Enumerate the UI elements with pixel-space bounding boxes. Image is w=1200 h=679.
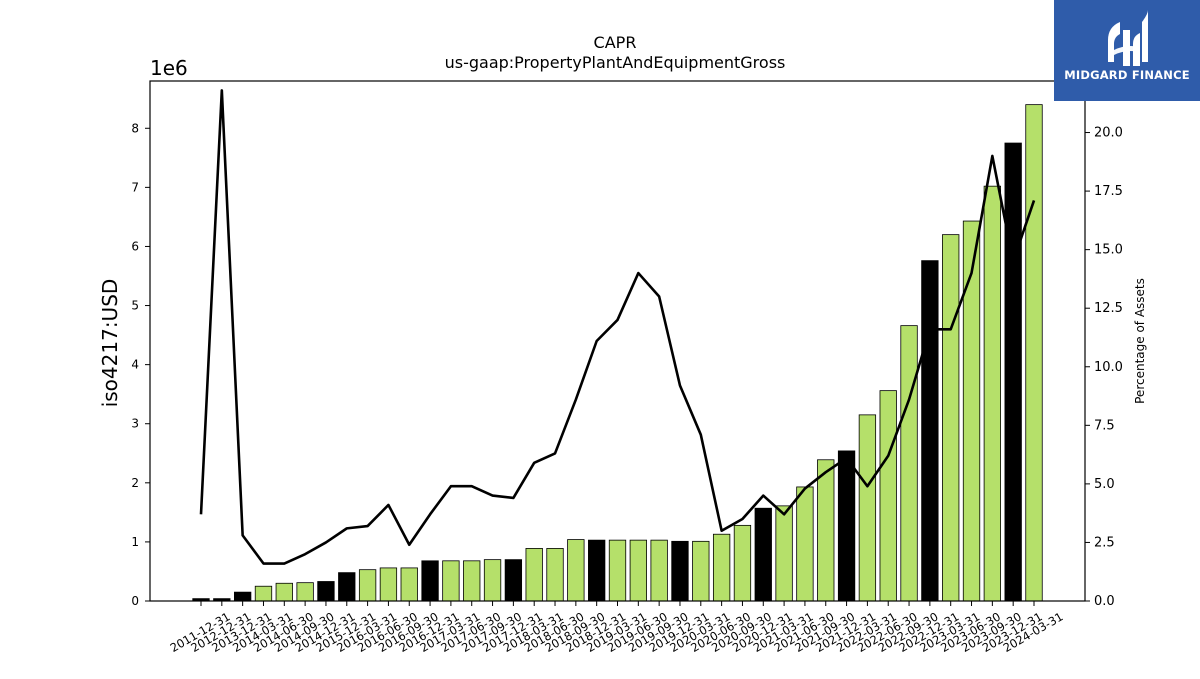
- y-tick-label: 5: [131, 299, 139, 313]
- bar-2016-03-31: [358, 569, 377, 602]
- y2-tick-label: 0.0: [1094, 594, 1115, 609]
- bar-2016-09-30: [400, 567, 418, 602]
- midgard-logo-icon: [1108, 10, 1148, 66]
- y2-tick-label: 20.0: [1094, 126, 1123, 141]
- y2-tick-label: 12.5: [1094, 301, 1123, 316]
- bar-2021-03-31: [775, 505, 793, 602]
- bar-2014-06-30: [275, 582, 293, 602]
- y2-tick-label: 15.0: [1094, 243, 1123, 258]
- bar-2020-06-30: [712, 533, 731, 602]
- bar-2016-12-31: [421, 560, 439, 602]
- bar-2018-06-30: [546, 548, 564, 602]
- y2-tick-label: 5.0: [1094, 477, 1115, 492]
- bar-2017-06-30: [463, 560, 481, 602]
- y-tick-label: 8: [131, 121, 139, 135]
- bar-2020-12-31: [754, 507, 772, 602]
- bar-2019-06-30: [629, 539, 647, 602]
- bar-2023-12-31: [1004, 142, 1022, 602]
- chart-subtitle: us-gaap:PropertyPlantAndEquipmentGross: [445, 53, 786, 72]
- bar-2017-03-31: [442, 560, 460, 602]
- bar-2014-12-31: [317, 581, 335, 602]
- y-axis-label: iso4217:USD: [98, 279, 122, 408]
- bar-2015-12-31: [338, 572, 356, 602]
- y-tick-label: 6: [131, 239, 139, 253]
- line-layer: [199, 89, 1036, 565]
- bar-2020-03-31: [692, 540, 710, 602]
- bar-2021-12-31: [837, 450, 856, 602]
- percentage-line: [199, 89, 1036, 565]
- bar-2019-12-31: [671, 540, 689, 602]
- y-tick-label: 7: [131, 180, 139, 194]
- bar-2018-12-31: [588, 539, 606, 602]
- bar-2014-09-30: [296, 582, 314, 602]
- bar-2018-03-31: [525, 548, 543, 602]
- chart-title: CAPR: [594, 33, 637, 52]
- brand-name: MIDGARD FINANCE: [1064, 68, 1190, 82]
- bar-2024-03-31: [1025, 104, 1043, 602]
- bar-2019-03-31: [608, 539, 627, 602]
- y2-tick-label: 10.0: [1094, 360, 1123, 375]
- y2-tick-label: 2.5: [1094, 535, 1115, 550]
- bar-2017-12-31: [504, 559, 523, 602]
- bar-2023-03-31: [942, 234, 960, 602]
- y-scale-label: 1e6: [150, 56, 188, 80]
- bar-2013-12-31: [233, 591, 252, 602]
- bar-2022-09-30: [900, 325, 918, 602]
- y2-tick-label: 7.5: [1094, 418, 1115, 433]
- bar-2019-09-30: [650, 539, 668, 602]
- axes-layer: 0 1 2 3 4 5 6 7 8 0.0 2.5 5.0 7.5 10.0 12.5 15.0 17.5 20.…: [131, 80, 1123, 655]
- brand-logo: MIDGARD FINANCE: [1054, 0, 1200, 101]
- bars-layer: [192, 104, 1043, 602]
- bar-2022-06-30: [879, 390, 897, 602]
- bar-2016-06-30: [379, 567, 398, 602]
- bar-2023-09-30: [983, 185, 1001, 602]
- bar-2021-09-30: [817, 459, 835, 602]
- y-tick-label: 4: [131, 358, 139, 372]
- y-tick-label: 0: [131, 594, 139, 608]
- bar-2017-09-30: [483, 559, 502, 602]
- bar-2021-06-30: [796, 486, 814, 602]
- y-tick-label: 1: [131, 535, 139, 549]
- y2-axis-label: Percentage of Assets: [1133, 278, 1147, 404]
- bar-2023-06-30: [962, 220, 981, 602]
- y-tick-label: 3: [131, 417, 139, 431]
- bar-2022-12-31: [921, 260, 939, 602]
- bar-2018-09-30: [567, 539, 585, 602]
- bar-2022-03-31: [858, 414, 877, 602]
- y-tick-label: 2: [131, 476, 139, 490]
- bar-2020-09-30: [733, 524, 752, 602]
- bar-2014-03-31: [254, 585, 273, 602]
- y2-tick-label: 17.5: [1094, 184, 1123, 199]
